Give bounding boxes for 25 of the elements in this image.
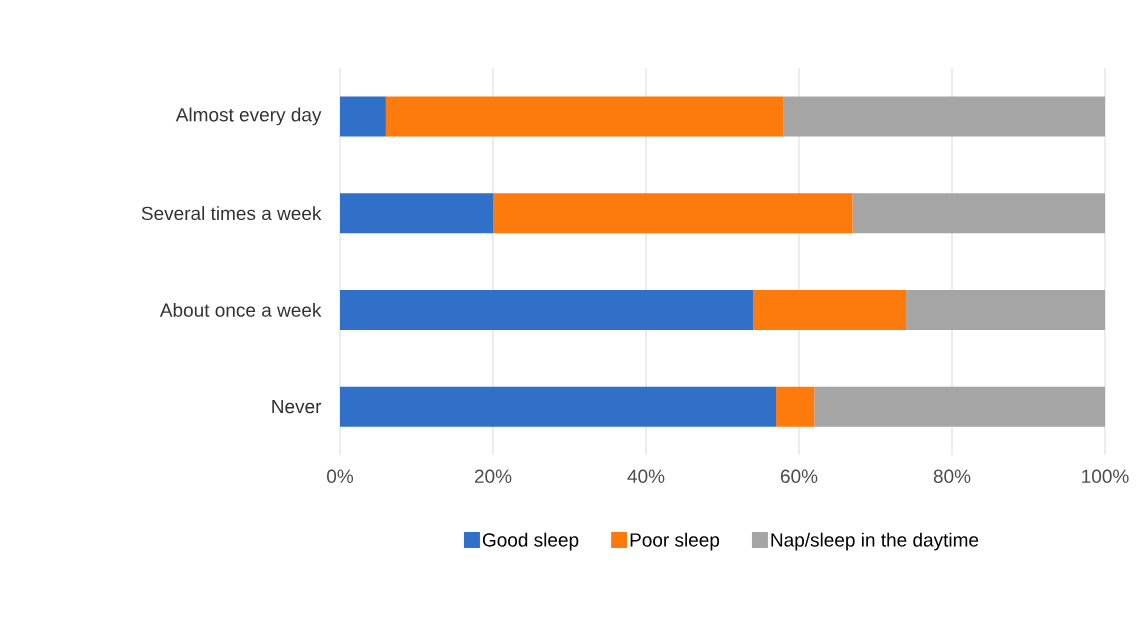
- bar: [783, 96, 1106, 137]
- y-tick-label: Several times a week: [141, 206, 322, 221]
- bar: [340, 386, 777, 427]
- x-tick-label: 60%: [780, 469, 818, 483]
- bar: [340, 193, 493, 234]
- bar: [906, 289, 1106, 330]
- y-tick-label: Almost every day: [175, 107, 322, 126]
- bar: [776, 386, 815, 427]
- legend-label: Good sleep: [482, 532, 579, 551]
- bar: [340, 96, 386, 137]
- x-tick-label: 100%: [1082, 469, 1129, 483]
- bar: [340, 289, 754, 330]
- x-tick-label: 80%: [933, 469, 971, 483]
- x-tick-label: 0%: [327, 469, 354, 483]
- y-tick-label: About once a week: [159, 302, 322, 317]
- bar: [385, 96, 784, 137]
- bar: [814, 386, 1106, 427]
- y-tick-label: Never: [272, 399, 322, 414]
- legend-label: Nap/sleep in the daytime: [771, 532, 979, 551]
- x-tick-label: 40%: [627, 469, 665, 483]
- x-tick-label: 20%: [474, 469, 512, 483]
- bar: [493, 193, 853, 234]
- legend-label: Poor sleep: [630, 532, 720, 551]
- bar: [852, 193, 1106, 234]
- bar: [753, 289, 907, 330]
